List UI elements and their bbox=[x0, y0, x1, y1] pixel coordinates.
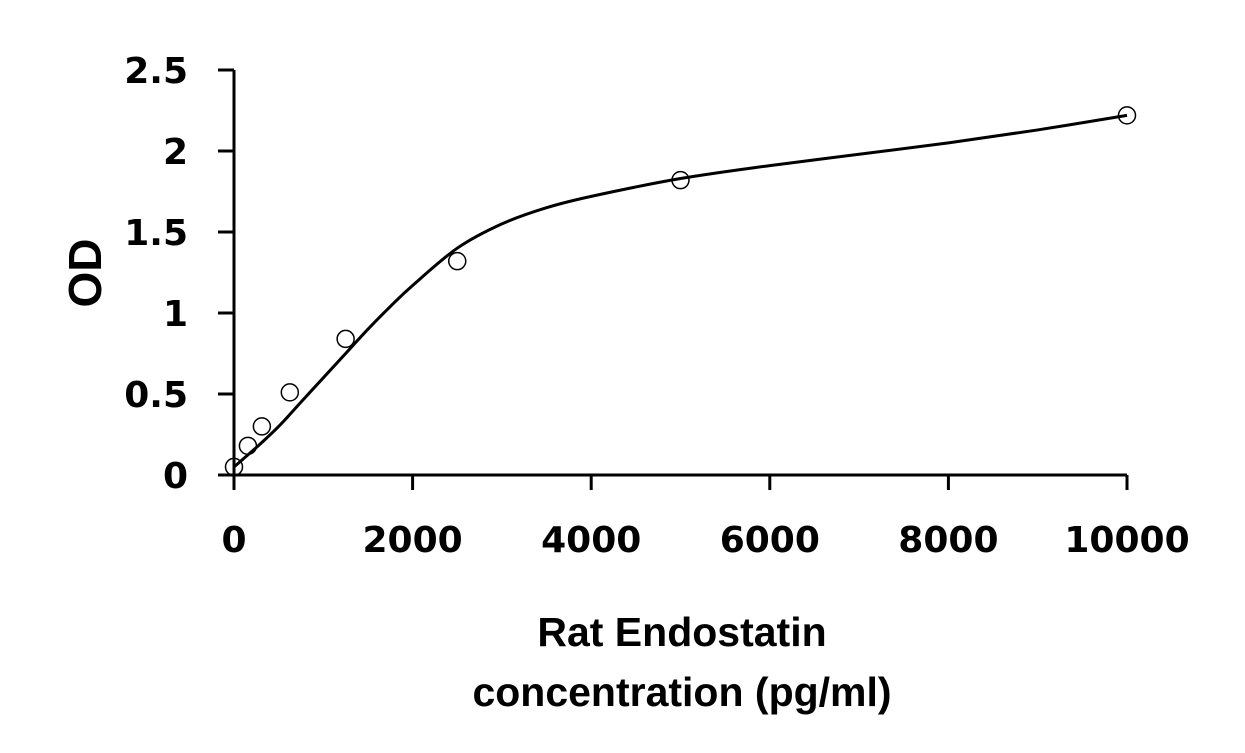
y-tick-label: 1.5 bbox=[124, 213, 188, 254]
data-point bbox=[671, 170, 690, 190]
y-tick-label: 0 bbox=[163, 456, 188, 497]
x-tick-label: 2000 bbox=[362, 520, 462, 561]
y-axis-title: OD bbox=[59, 239, 111, 308]
data-point bbox=[448, 251, 467, 271]
y-tick-label: 2.5 bbox=[124, 51, 188, 92]
data-points-layer bbox=[224, 106, 1137, 477]
data-point bbox=[252, 417, 272, 436]
x-tick-label: 4000 bbox=[541, 520, 641, 561]
x-tick-label: 6000 bbox=[720, 520, 820, 561]
x-axis-title-line-1: Rat Endostatin bbox=[537, 609, 826, 655]
data-point bbox=[1117, 106, 1137, 125]
y-tick-label: 1 bbox=[163, 294, 188, 335]
fit-curve-line bbox=[233, 113, 1128, 469]
fit-curve-layer bbox=[233, 113, 1128, 469]
data-point bbox=[238, 436, 258, 456]
data-point bbox=[336, 329, 355, 349]
x-axis-title-line-2: concentration (pg/ml) bbox=[472, 669, 891, 715]
x-tick-label: 8000 bbox=[898, 520, 998, 561]
x-tick-label: 10000 bbox=[1064, 520, 1189, 561]
data-point bbox=[224, 457, 244, 477]
x-tick-label: 0 bbox=[221, 520, 246, 561]
data-point bbox=[280, 383, 300, 402]
tick-labels: 0 0.5 1 1.5 2 2.5 0 2000 4000 6000 8000 10000 bbox=[124, 51, 1189, 561]
axes bbox=[218, 68, 1129, 490]
y-tick-label: 0.5 bbox=[124, 375, 188, 416]
y-tick-label: 2 bbox=[163, 132, 188, 173]
